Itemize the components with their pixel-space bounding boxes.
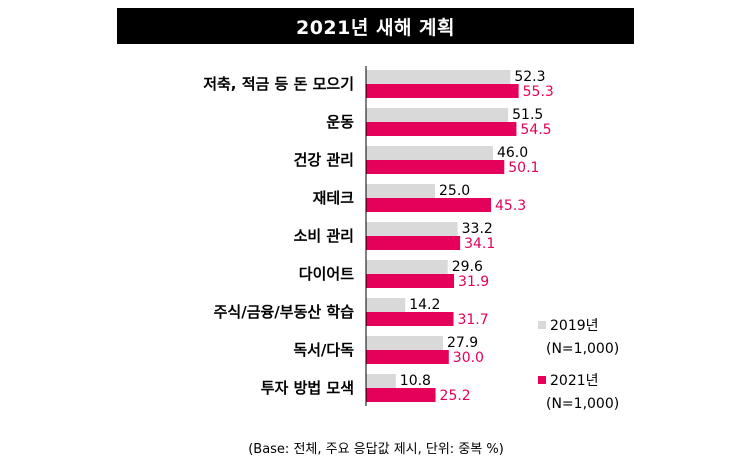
value-label-2021: 54.5 <box>520 122 551 138</box>
value-label-2021: 55.3 <box>523 84 554 100</box>
value-label-2019: 14.2 <box>409 297 440 313</box>
bar-2019 <box>366 298 406 312</box>
bar-2019 <box>366 146 493 160</box>
bar-2021 <box>366 160 505 174</box>
value-label-2021: 50.1 <box>508 160 539 176</box>
value-label-2019: 33.2 <box>462 221 493 237</box>
category-label: 건강 관리 <box>294 151 354 169</box>
category-label: 다이어트 <box>299 265 354 283</box>
bar-2019 <box>366 70 511 84</box>
bar-2021 <box>366 84 519 98</box>
value-label-2019: 29.6 <box>452 259 483 275</box>
value-label-2021: 31.7 <box>457 312 488 328</box>
value-label-2019: 27.9 <box>447 335 478 351</box>
bar-2021 <box>366 274 455 288</box>
bar-2021 <box>366 122 517 136</box>
footnote: (Base: 전체, 주요 응답값 제시, 단위: 중복 %) <box>248 442 504 457</box>
legend-sublabel: (N=1,000) <box>546 341 619 357</box>
bar-2019 <box>366 108 509 122</box>
legend-swatch <box>538 376 546 384</box>
value-label-2021: 31.9 <box>458 274 489 290</box>
category-label: 재테크 <box>313 189 355 207</box>
value-label-2021: 25.2 <box>440 388 471 404</box>
category-label: 투자 방법 모색 <box>261 379 354 397</box>
category-label: 소비 관리 <box>294 227 354 245</box>
legend-sublabel: (N=1,000) <box>546 396 619 412</box>
value-label-2019: 10.8 <box>400 373 431 389</box>
bar-2019 <box>366 222 458 236</box>
category-label: 독서/다독 <box>293 341 354 359</box>
category-label: 저축, 적금 등 돈 모으기 <box>203 75 354 93</box>
bar-2021 <box>366 236 461 250</box>
category-label: 운동 <box>326 113 354 131</box>
category-label: 주식/금융/부동산 학습 <box>214 303 355 321</box>
value-label-2019: 25.0 <box>439 183 470 199</box>
chart-title: 2021년 새해 계획 <box>117 8 634 44</box>
value-label-2021: 34.1 <box>464 236 495 252</box>
bar-2021 <box>366 198 492 212</box>
bar-2019 <box>366 374 396 388</box>
legend-label: 2019년 <box>550 318 599 334</box>
value-label-2019: 46.0 <box>497 145 528 161</box>
value-label-2019: 51.5 <box>512 107 543 123</box>
bar-2019 <box>366 184 435 198</box>
bar-2021 <box>366 350 449 364</box>
bar-2021 <box>366 388 436 402</box>
legend-label: 2021년 <box>550 373 599 389</box>
value-label-2021: 45.3 <box>495 198 526 214</box>
value-label-2019: 52.3 <box>514 69 545 85</box>
bar-2019 <box>366 260 448 274</box>
bar-2019 <box>366 336 444 350</box>
legend-swatch <box>538 321 546 329</box>
bar-2021 <box>366 312 454 326</box>
value-label-2021: 30.0 <box>453 350 484 366</box>
